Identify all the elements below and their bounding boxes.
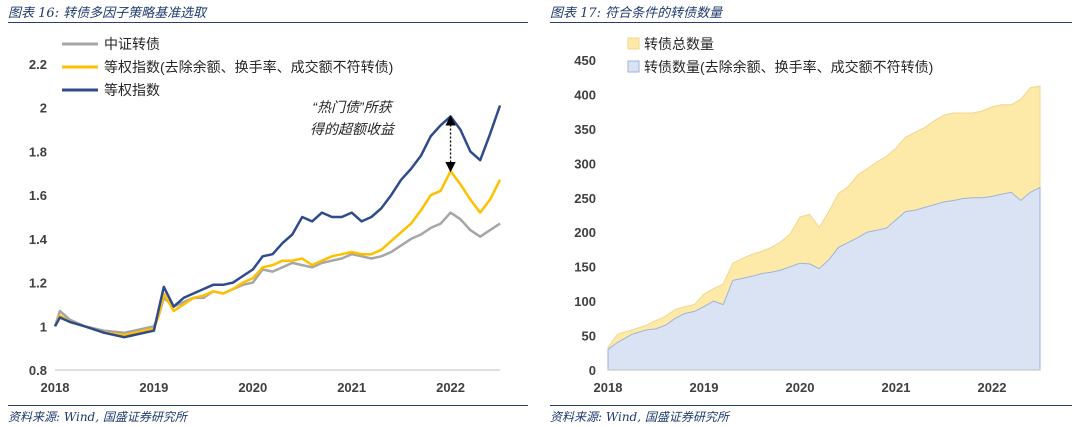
- left-chart-source: 资料来源: Wind, 国盛证券研究所: [8, 410, 187, 424]
- x-tick-label: 2019: [690, 380, 719, 395]
- y-tick-label: 200: [574, 225, 596, 240]
- y-tick-label: 50: [582, 329, 596, 344]
- annotation-text-1: “热门债”所获: [312, 99, 393, 115]
- x-tick-label: 2019: [139, 380, 168, 395]
- legend-label-1: 中证转债: [104, 36, 160, 52]
- legend-swatch-2: [627, 60, 640, 73]
- y-tick-label: 300: [574, 156, 596, 171]
- y-tick-label: 1.6: [29, 188, 47, 203]
- x-tick-label: 2020: [238, 380, 267, 395]
- y-tick-label: 150: [574, 260, 596, 275]
- x-tick-label: 2021: [882, 380, 911, 395]
- left-title-rule: [8, 22, 528, 23]
- right-chart: 0 50 100 150 200 250 300 350 400 450 2018 2019 2020 2…: [574, 36, 1041, 395]
- y-tick-label: 0.8: [29, 363, 47, 378]
- annotation-text-2: 得的超额收益: [310, 121, 396, 137]
- x-tick-label: 2020: [786, 380, 815, 395]
- right-source-rule: [550, 405, 1072, 406]
- y-tick-label: 250: [574, 191, 596, 206]
- legend-label-2: 转债数量(去除余额、换手率、成交额不符转债): [644, 59, 933, 75]
- series-line-2: [53, 169, 502, 337]
- x-tick-label: 2022: [436, 380, 465, 395]
- legend-swatch-1: [627, 37, 640, 50]
- y-tick-label: 2.2: [29, 57, 47, 72]
- left-chart-title: 图表 16: 转债多因子策略基准选取: [8, 6, 207, 21]
- legend-label-3: 等权指数: [104, 82, 160, 98]
- legend-label-1: 转债总数量: [644, 36, 714, 52]
- x-tick-label: 2021: [337, 380, 366, 395]
- right-chart-title: 图表 17: 符合条件的转债数量: [550, 6, 723, 21]
- series-line-1: [53, 211, 501, 335]
- x-tick-label: 2022: [978, 380, 1007, 395]
- y-tick-label: 1.8: [29, 144, 47, 159]
- y-tick-label: 1: [40, 319, 47, 334]
- y-tick-label: 400: [574, 87, 596, 102]
- left-source-rule: [8, 405, 528, 406]
- y-tick-label: 1.4: [29, 232, 48, 247]
- x-tick-label: 2018: [41, 380, 70, 395]
- area-series-2: [607, 186, 1041, 371]
- x-tick-label: 2018: [594, 380, 623, 395]
- y-tick-label: 2: [40, 101, 47, 116]
- y-tick-label: 0: [589, 363, 596, 378]
- right-chart-source: 资料来源: Wind, 国盛证券研究所: [550, 410, 729, 424]
- left-chart: 0.8 1 1.2 1.4 1.6 1.8 2 2.2 2018 2019 2020 2021 2022…: [29, 36, 502, 395]
- legend-label-2: 等权指数(去除余额、换手率、成交额不符转债): [104, 59, 393, 75]
- y-tick-label: 100: [574, 294, 596, 309]
- series-line-3: [53, 105, 502, 339]
- right-title-rule: [550, 22, 1072, 23]
- y-tick-label: 350: [574, 122, 596, 137]
- y-tick-label: 1.2: [29, 276, 47, 291]
- y-tick-label: 450: [574, 53, 596, 68]
